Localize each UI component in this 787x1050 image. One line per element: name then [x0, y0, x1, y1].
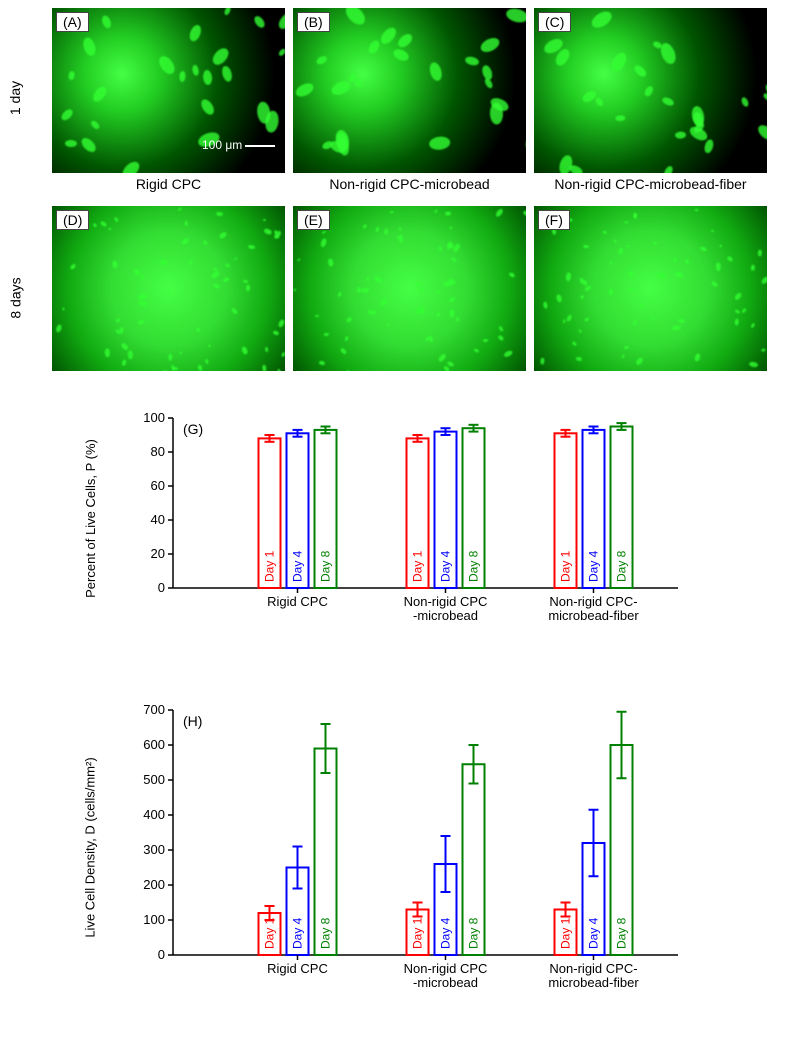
scale-bar: 100 μm: [202, 138, 275, 152]
svg-text:500: 500: [143, 772, 165, 787]
panel-label: (D): [56, 210, 89, 230]
svg-text:Day 1: Day 1: [263, 917, 277, 949]
svg-text:microbead-fiber: microbead-fiber: [548, 608, 639, 623]
svg-text:Day 1: Day 1: [559, 917, 573, 949]
svg-text:Day 8: Day 8: [615, 917, 629, 949]
panel-label: (A): [56, 12, 89, 32]
micrograph-C: (C): [534, 8, 767, 173]
chart-g: Percent of Live Cells, P (%)020406080100…: [128, 408, 688, 633]
caption-col-3: Non-rigid CPC-microbead-fiber: [534, 176, 767, 192]
svg-text:-microbead: -microbead: [413, 608, 478, 623]
caption-col-1: Rigid CPC: [52, 176, 285, 192]
svg-text:Day 1: Day 1: [411, 917, 425, 949]
svg-text:60: 60: [151, 478, 165, 493]
svg-text:Non-rigid CPC-: Non-rigid CPC-: [549, 961, 637, 976]
caption-col-2: Non-rigid CPC-microbead: [293, 176, 526, 192]
micrograph-A: (A) 100 μm: [52, 8, 285, 173]
svg-text:Non-rigid CPC-: Non-rigid CPC-: [549, 594, 637, 609]
svg-text:Day 8: Day 8: [615, 550, 629, 582]
svg-text:Day 1: Day 1: [263, 550, 277, 582]
svg-text:Day 4: Day 4: [587, 550, 601, 582]
svg-text:(H): (H): [183, 713, 202, 729]
svg-text:Non-rigid CPC: Non-rigid CPC: [404, 594, 488, 609]
row-label-1day: 1 day: [7, 81, 23, 115]
svg-text:Day 4: Day 4: [439, 917, 453, 949]
svg-text:Day 4: Day 4: [291, 917, 305, 949]
svg-text:40: 40: [151, 512, 165, 527]
micrograph-F: (F): [534, 206, 767, 371]
svg-text:100: 100: [143, 912, 165, 927]
svg-text:Day 1: Day 1: [411, 550, 425, 582]
svg-text:Rigid CPC: Rigid CPC: [267, 594, 328, 609]
svg-text:(G): (G): [183, 421, 203, 437]
chart-h: Live Cell Density, D (cells/mm²)01002003…: [128, 700, 688, 1000]
svg-text:200: 200: [143, 877, 165, 892]
panel-label: (C): [538, 12, 571, 32]
svg-text:Day 8: Day 8: [319, 550, 333, 582]
svg-text:-microbead: -microbead: [413, 975, 478, 990]
svg-text:400: 400: [143, 807, 165, 822]
svg-text:Non-rigid CPC: Non-rigid CPC: [404, 961, 488, 976]
panel-label: (B): [297, 12, 330, 32]
svg-text:Day 8: Day 8: [467, 550, 481, 582]
svg-text:700: 700: [143, 702, 165, 717]
svg-text:0: 0: [158, 947, 165, 962]
svg-text:80: 80: [151, 444, 165, 459]
svg-text:Day 1: Day 1: [559, 550, 573, 582]
svg-text:0: 0: [158, 580, 165, 595]
panel-label: (F): [538, 210, 570, 230]
svg-text:Day 4: Day 4: [291, 550, 305, 582]
micrograph-B: (B): [293, 8, 526, 173]
svg-text:Day 8: Day 8: [467, 917, 481, 949]
svg-text:Rigid CPC: Rigid CPC: [267, 961, 328, 976]
panel-label: (E): [297, 210, 330, 230]
svg-text:20: 20: [151, 546, 165, 561]
svg-text:microbead-fiber: microbead-fiber: [548, 975, 639, 990]
micrograph-D: (D): [52, 206, 285, 371]
svg-text:Day 4: Day 4: [587, 917, 601, 949]
micrograph-E: (E): [293, 206, 526, 371]
svg-text:Day 4: Day 4: [439, 550, 453, 582]
svg-text:600: 600: [143, 737, 165, 752]
row-label-8days: 8 days: [8, 277, 24, 318]
svg-text:300: 300: [143, 842, 165, 857]
svg-text:100: 100: [143, 410, 165, 425]
svg-text:Day 8: Day 8: [319, 917, 333, 949]
